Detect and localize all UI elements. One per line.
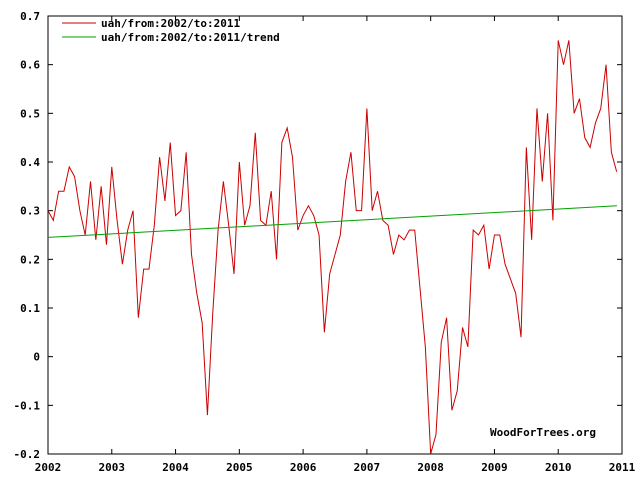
x-tick-label: 2005 <box>226 461 253 474</box>
x-tick-label: 2008 <box>417 461 444 474</box>
y-axis: -0.2 -0.1 0 0.1 0.2 0.3 0.4 0.5 0.6 0.7 <box>14 10 622 461</box>
y-tick-label: 0.4 <box>20 156 40 169</box>
y-tick-label: -0.1 <box>14 399 41 412</box>
y-tick-label: 0.7 <box>20 10 40 23</box>
x-tick-label: 2007 <box>354 461 381 474</box>
x-tick-label: 2009 <box>481 461 508 474</box>
x-tick-label: 2002 <box>35 461 62 474</box>
y-tick-label: 0.2 <box>20 253 40 266</box>
y-tick-label: 0 <box>33 351 40 364</box>
y-tick-label: 0.5 <box>20 107 40 120</box>
y-tick-label: -0.2 <box>14 448 41 461</box>
series-line-uah <box>47 40 618 455</box>
legend-label-trend: uah/from:2002/to:2011/trend <box>101 31 280 44</box>
series-line-trend <box>47 205 617 238</box>
x-tick-label: 2010 <box>545 461 572 474</box>
legend: uah/from:2002/to:2011 uah/from:2002/to:2… <box>62 17 280 44</box>
legend-label-uah: uah/from:2002/to:2011 <box>101 17 240 30</box>
y-tick-label: 0.1 <box>20 302 40 315</box>
x-tick-label: 2011 <box>609 461 636 474</box>
y-tick-label: 0.3 <box>20 205 40 218</box>
y-tick-label: 0.6 <box>20 59 40 72</box>
x-tick-label: 2004 <box>162 461 189 474</box>
x-axis: 2002 2003 2004 2005 2006 2007 2008 2009 2010 2011 <box>35 16 636 474</box>
credit-text: WoodForTrees.org <box>490 426 596 439</box>
x-tick-label: 2006 <box>290 461 317 474</box>
plot-area <box>47 15 623 455</box>
series-layer <box>47 40 618 455</box>
x-tick-label: 2003 <box>99 461 126 474</box>
